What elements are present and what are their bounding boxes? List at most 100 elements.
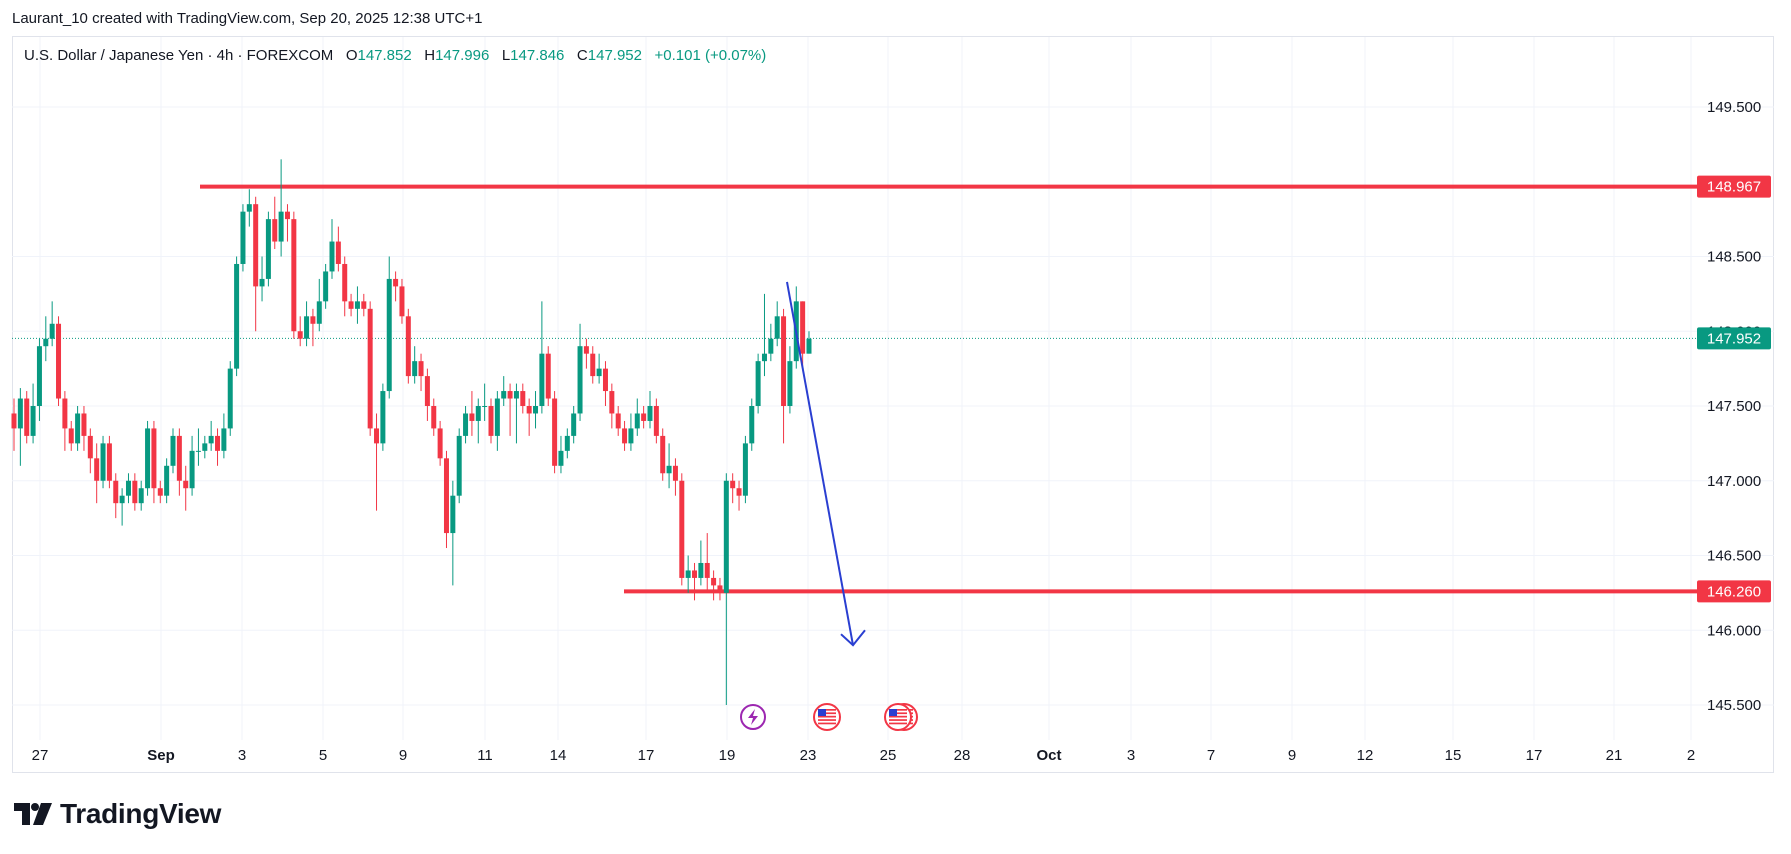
candle-body: [533, 406, 539, 414]
candle-body: [513, 391, 519, 399]
candle-body: [475, 406, 481, 421]
candle-body: [615, 413, 621, 429]
candle-body: [412, 361, 418, 377]
candle-body: [208, 435, 214, 444]
candle-body: [380, 391, 386, 444]
candle-body: [170, 435, 176, 466]
candle-body: [36, 346, 42, 406]
time-tick-label: 9: [1288, 747, 1296, 764]
candle-body: [717, 585, 723, 593]
candle-body: [151, 428, 157, 489]
candle-body: [692, 570, 698, 578]
time-tick-label: 5: [319, 747, 327, 764]
symbol-name: U.S. Dollar / Japanese Yen · 4h · FOREXC…: [24, 47, 334, 64]
candle-body: [304, 316, 310, 339]
candle-body: [736, 488, 742, 496]
candle-body: [43, 338, 49, 347]
candle-body: [653, 406, 659, 436]
candle-body: [316, 301, 322, 324]
candle-body: [602, 368, 608, 392]
price-chart[interactable]: 149.500148.500148.000147.500147.000146.5…: [0, 0, 1791, 790]
candle-body: [119, 495, 125, 504]
candle-body: [418, 361, 424, 377]
flag-canton: [889, 709, 897, 716]
candle-body: [81, 413, 87, 436]
candle-body: [361, 301, 367, 309]
candle-body: [106, 443, 112, 481]
candle-body: [443, 458, 449, 534]
candle-body: [488, 406, 494, 436]
candle-body: [583, 346, 589, 354]
candle-body: [482, 406, 488, 407]
flag-stripe: [818, 719, 836, 721]
candle-body: [202, 443, 208, 451]
projection-arrow: [786, 281, 866, 647]
time-tick-label: 27: [32, 747, 49, 764]
time-tick-label: 17: [638, 747, 655, 764]
candle-body: [520, 391, 526, 406]
candle-body: [711, 577, 717, 586]
candle-body: [463, 413, 469, 436]
arrow-shaft: [786, 281, 854, 646]
candle-body: [552, 398, 558, 466]
time-tick-label: 3: [238, 747, 246, 764]
candle-body: [132, 480, 138, 504]
time-tick-label: 14: [550, 747, 567, 764]
flag-canton: [818, 709, 826, 716]
candle-body: [94, 458, 100, 481]
chart-credit: Laurant_10 created with TradingView.com,…: [12, 10, 483, 27]
candle-body: [310, 316, 316, 324]
flag-stripe: [818, 715, 836, 718]
time-tick-label: Oct: [1036, 747, 1061, 764]
candle-body: [634, 413, 640, 429]
price-tick-label: 148.500: [1707, 249, 1761, 266]
current-price-tag-bg: [1697, 327, 1771, 350]
low-value: 147.846: [510, 47, 565, 64]
candle-body: [424, 376, 430, 406]
price-tick-label: 146.500: [1707, 548, 1761, 565]
candle-body: [259, 278, 265, 287]
candle-body: [787, 361, 793, 406]
candle-body: [176, 435, 182, 481]
time-tick-label: 7: [1207, 747, 1215, 764]
lightning-event-icon: [740, 704, 766, 730]
time-tick-label: 2: [1687, 747, 1695, 764]
candle-body: [246, 204, 252, 212]
candle-body: [75, 413, 81, 444]
candle-body: [571, 413, 577, 436]
candle-body: [596, 368, 602, 377]
level-price-tag-label: 146.260: [1707, 583, 1761, 600]
candle-body: [431, 406, 437, 429]
candle-body: [284, 211, 290, 220]
tradingview-logo[interactable]: TradingView: [14, 798, 221, 830]
candle-body: [323, 271, 329, 302]
candle-body: [393, 278, 399, 287]
time-tick-label: 19: [719, 747, 736, 764]
candle-body: [87, 435, 93, 459]
candle-body: [354, 301, 360, 309]
flag-stripe: [818, 712, 836, 715]
candle-body: [189, 450, 195, 489]
candle-body: [698, 562, 704, 578]
low-label: L: [501, 47, 511, 64]
candle-body: [730, 480, 736, 489]
price-tick-label: 147.500: [1707, 398, 1761, 415]
price-tags: 147.952 148.967 146.260: [1697, 175, 1771, 603]
candle-body: [125, 480, 131, 496]
candle-body: [272, 219, 278, 242]
candle-body: [539, 353, 545, 406]
current-price-tag-label: 147.952: [1707, 330, 1761, 347]
candle-body: [386, 278, 392, 392]
candle-body: [526, 406, 532, 414]
price-tick-label: 149.500: [1707, 99, 1761, 116]
candle-body: [24, 398, 30, 436]
price-tick-label: 147.000: [1707, 473, 1761, 490]
candle-body: [113, 480, 119, 504]
candle-body: [49, 323, 55, 339]
candle-body: [507, 391, 513, 399]
candle-body: [806, 338, 812, 354]
flag-stripe: [889, 719, 907, 721]
price-tick-label: 145.500: [1707, 697, 1761, 714]
candle-body: [195, 450, 201, 452]
time-tick-label: 11: [477, 747, 493, 764]
